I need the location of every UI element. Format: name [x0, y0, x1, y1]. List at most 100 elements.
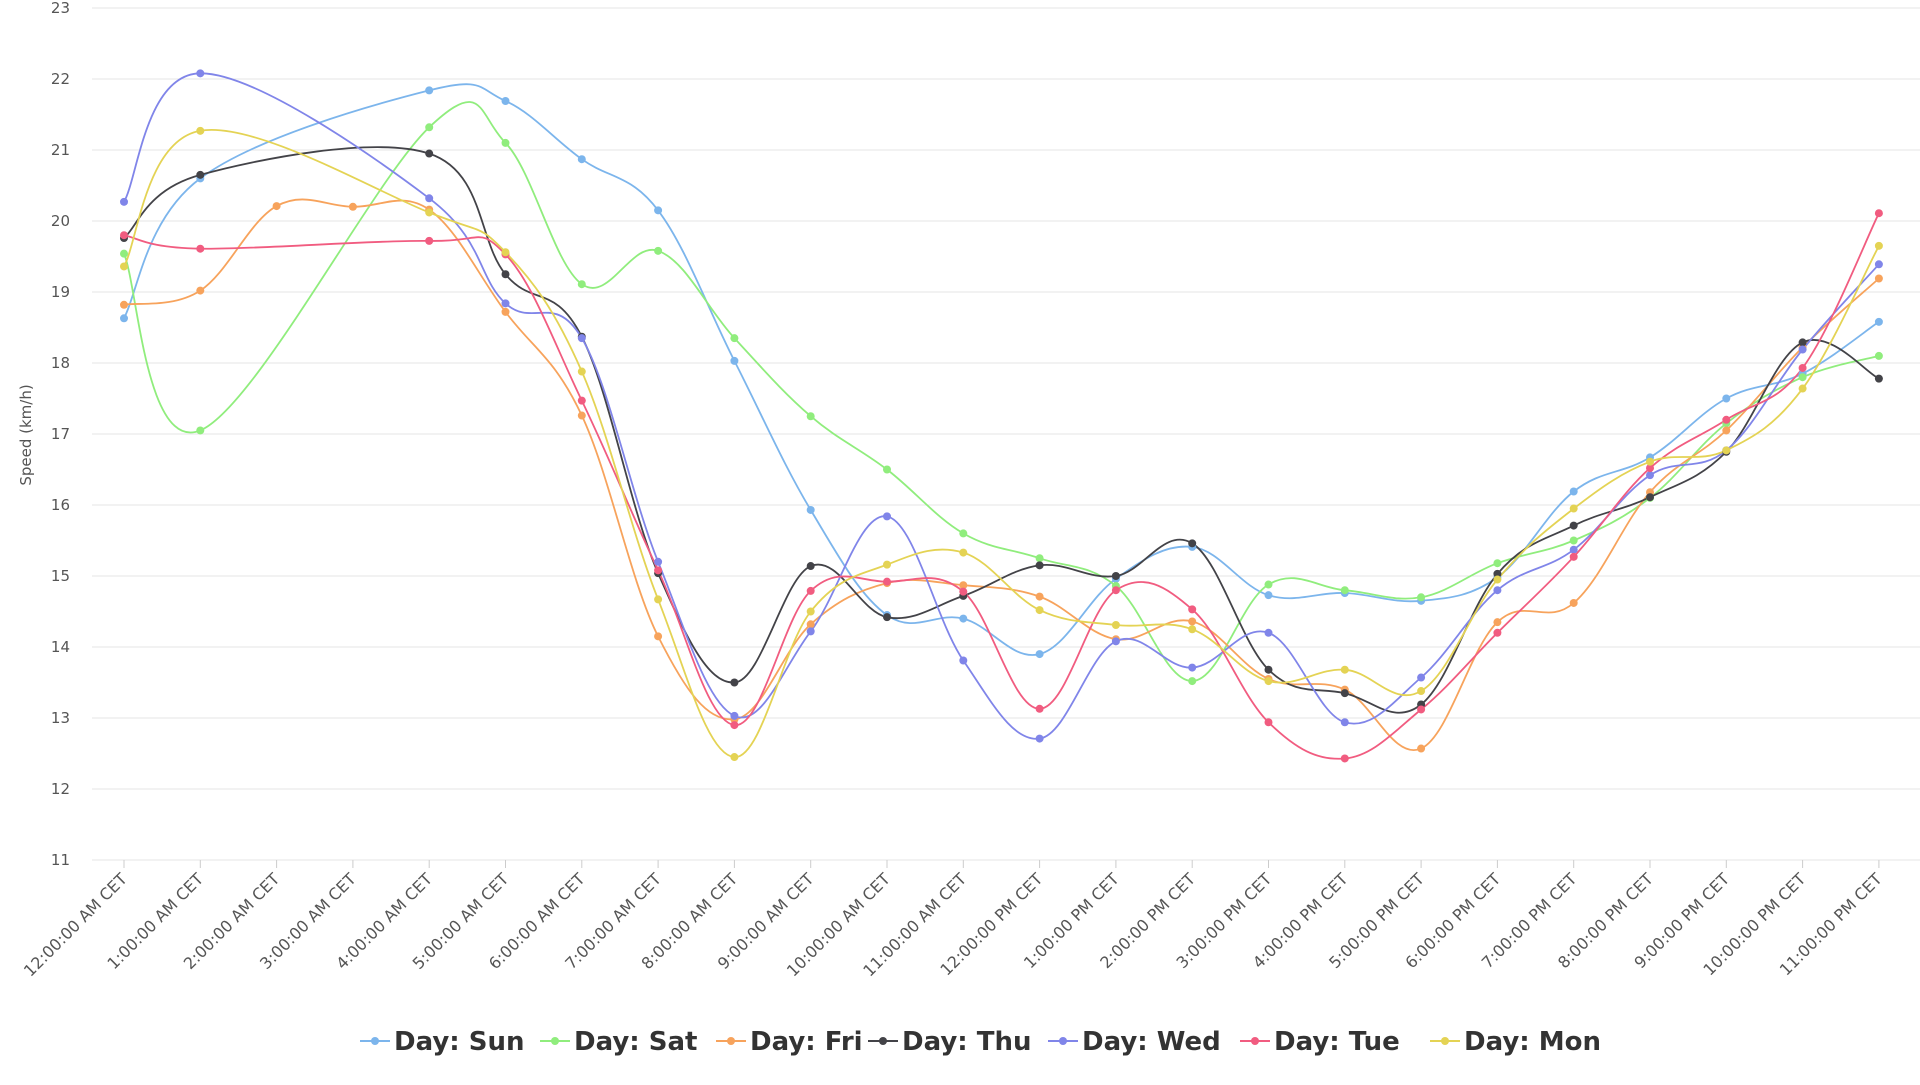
- data-point-day-tue[interactable]: [577, 396, 586, 405]
- data-point-day-tue[interactable]: [654, 566, 663, 575]
- data-point-day-mon[interactable]: [806, 607, 815, 616]
- data-point-day-thu[interactable]: [1569, 521, 1578, 530]
- data-point-day-thu[interactable]: [883, 613, 891, 622]
- data-point-day-fri[interactable]: [196, 286, 205, 295]
- data-point-day-wed[interactable]: [196, 69, 205, 78]
- data-point-day-mon[interactable]: [1035, 606, 1044, 615]
- data-point-day-tue[interactable]: [1722, 415, 1731, 424]
- data-point-day-wed[interactable]: [425, 194, 434, 203]
- data-point-day-fri[interactable]: [348, 202, 357, 211]
- data-point-day-sat[interactable]: [806, 412, 815, 421]
- data-point-day-mon[interactable]: [1569, 504, 1578, 513]
- data-point-day-tue[interactable]: [1188, 605, 1197, 614]
- data-point-day-wed[interactable]: [577, 334, 586, 343]
- data-point-day-mon[interactable]: [1493, 575, 1502, 584]
- data-point-day-sun[interactable]: [425, 86, 434, 95]
- data-point-day-tue[interactable]: [1569, 552, 1578, 561]
- data-point-day-wed[interactable]: [1111, 637, 1120, 646]
- data-point-day-sat[interactable]: [1417, 593, 1426, 602]
- data-point-day-sat[interactable]: [654, 246, 663, 255]
- data-point-day-thu[interactable]: [806, 562, 815, 571]
- data-point-day-sat[interactable]: [577, 280, 586, 289]
- legend-item-day-thu[interactable]: Day: Thu: [868, 1027, 1031, 1057]
- data-point-day-mon[interactable]: [1188, 625, 1197, 634]
- data-point-day-sat[interactable]: [1874, 351, 1883, 360]
- data-point-day-mon[interactable]: [959, 548, 968, 557]
- data-point-day-fri[interactable]: [1188, 617, 1197, 626]
- data-point-day-mon[interactable]: [1264, 677, 1273, 686]
- data-point-day-wed[interactable]: [1798, 345, 1807, 354]
- data-point-day-fri[interactable]: [654, 632, 663, 641]
- data-point-day-thu[interactable]: [1798, 338, 1807, 347]
- data-point-day-wed[interactable]: [959, 656, 968, 665]
- data-point-day-fri[interactable]: [1035, 592, 1044, 601]
- data-point-day-sun[interactable]: [501, 97, 510, 106]
- data-point-day-wed[interactable]: [1569, 545, 1578, 554]
- data-point-day-mon[interactable]: [654, 595, 663, 604]
- data-point-day-wed[interactable]: [120, 197, 128, 206]
- data-point-day-sat[interactable]: [1035, 554, 1044, 563]
- data-point-day-sat[interactable]: [1569, 536, 1578, 545]
- data-point-day-wed[interactable]: [1264, 628, 1273, 637]
- data-point-day-thu[interactable]: [196, 170, 205, 179]
- legend-item-day-wed[interactable]: Day: Wed: [1048, 1027, 1221, 1057]
- data-point-day-fri[interactable]: [806, 620, 815, 629]
- data-point-day-sun[interactable]: [1264, 591, 1273, 600]
- data-point-day-fri[interactable]: [1417, 744, 1426, 753]
- data-point-day-sun[interactable]: [1569, 487, 1578, 496]
- data-point-day-mon[interactable]: [1722, 446, 1731, 455]
- data-point-day-fri[interactable]: [959, 581, 968, 590]
- data-point-day-wed[interactable]: [1493, 586, 1502, 595]
- data-point-day-sat[interactable]: [425, 123, 434, 132]
- data-point-day-sun[interactable]: [959, 614, 968, 623]
- data-point-day-sat[interactable]: [1798, 373, 1807, 382]
- data-point-day-tue[interactable]: [425, 236, 434, 245]
- data-point-day-sun[interactable]: [120, 314, 128, 323]
- data-point-day-wed[interactable]: [1874, 260, 1883, 269]
- data-point-day-thu[interactable]: [1111, 572, 1120, 580]
- data-point-day-sun[interactable]: [1722, 394, 1731, 403]
- data-point-day-sat[interactable]: [959, 529, 968, 538]
- data-point-day-mon[interactable]: [883, 560, 891, 569]
- data-point-day-fri[interactable]: [272, 202, 281, 211]
- data-point-day-fri[interactable]: [1874, 274, 1883, 283]
- data-point-day-sun[interactable]: [1035, 650, 1044, 659]
- data-point-day-tue[interactable]: [1493, 628, 1502, 637]
- data-point-day-wed[interactable]: [806, 627, 815, 636]
- data-point-day-sat[interactable]: [501, 138, 510, 147]
- legend-item-day-sat[interactable]: Day: Sat: [540, 1027, 697, 1057]
- data-point-day-sun[interactable]: [806, 505, 815, 514]
- data-point-day-thu[interactable]: [425, 149, 434, 158]
- data-point-day-tue[interactable]: [806, 586, 815, 595]
- data-point-day-thu[interactable]: [501, 270, 510, 279]
- data-point-day-thu[interactable]: [1340, 689, 1349, 698]
- data-point-day-thu[interactable]: [1646, 493, 1654, 502]
- data-point-day-wed[interactable]: [1035, 734, 1044, 743]
- data-point-day-fri[interactable]: [1569, 598, 1578, 607]
- legend-item-day-fri[interactable]: Day: Fri: [716, 1027, 863, 1057]
- data-point-day-sat[interactable]: [1340, 586, 1349, 595]
- data-point-day-thu[interactable]: [1493, 569, 1502, 578]
- data-point-day-mon[interactable]: [1646, 457, 1654, 466]
- data-point-day-thu[interactable]: [1035, 561, 1044, 570]
- data-point-day-sat[interactable]: [1188, 677, 1197, 686]
- data-point-day-wed[interactable]: [654, 557, 663, 566]
- data-point-day-sun[interactable]: [654, 206, 663, 215]
- data-point-day-wed[interactable]: [1340, 718, 1349, 727]
- data-point-day-wed[interactable]: [1646, 471, 1654, 480]
- data-point-day-fri[interactable]: [1493, 618, 1502, 627]
- data-point-day-tue[interactable]: [883, 577, 891, 586]
- data-point-day-wed[interactable]: [1417, 673, 1426, 682]
- legend-item-day-tue[interactable]: Day: Tue: [1240, 1027, 1400, 1057]
- data-point-day-wed[interactable]: [1188, 663, 1197, 672]
- data-point-day-tue[interactable]: [1340, 754, 1349, 763]
- data-point-day-thu[interactable]: [1874, 374, 1883, 383]
- data-point-day-sat[interactable]: [196, 426, 205, 435]
- legend-item-day-sun[interactable]: Day: Sun: [360, 1027, 524, 1057]
- data-point-day-tue[interactable]: [1417, 705, 1426, 714]
- data-point-day-tue[interactable]: [1798, 363, 1807, 372]
- data-point-day-mon[interactable]: [425, 208, 434, 217]
- data-point-day-fri[interactable]: [120, 300, 128, 309]
- data-point-day-tue[interactable]: [1646, 464, 1654, 473]
- data-point-day-sun[interactable]: [1874, 317, 1883, 326]
